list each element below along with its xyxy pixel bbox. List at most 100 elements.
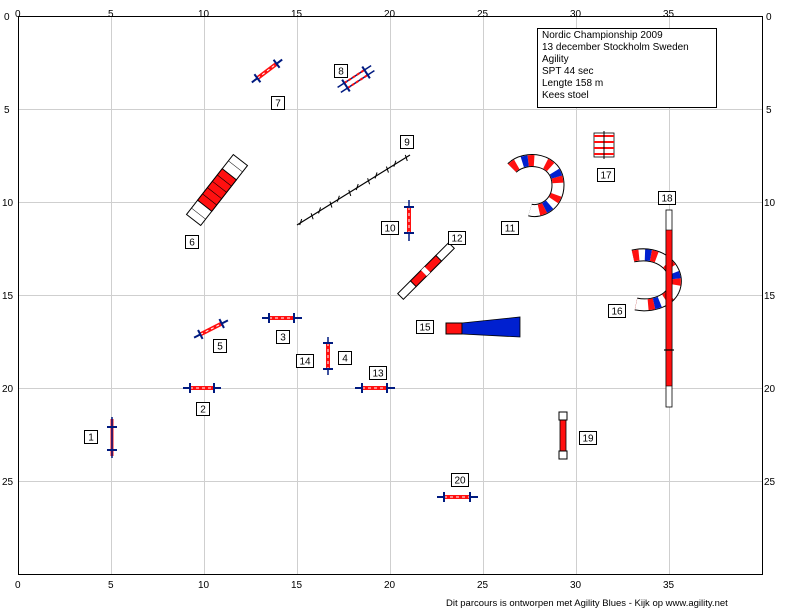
obstacle-number-19: 19 (579, 431, 597, 445)
obstacle-number-text: 6 (189, 238, 195, 249)
info-spt: SPT 44 sec (542, 66, 594, 77)
obstacle-number-4: 4 (338, 351, 352, 365)
x-tick-bottom: 35 (663, 580, 675, 591)
obstacle-number-15: 15 (416, 320, 434, 334)
y-tick-right: 10 (764, 198, 776, 209)
x-tick-top: 5 (108, 9, 114, 20)
obstacle-number-12: 12 (448, 231, 466, 245)
obstacle-number-7: 7 (271, 96, 285, 110)
obstacle-number-16: 16 (608, 304, 626, 318)
y-tick-left: 0 (4, 12, 10, 23)
weave-poles-9 (296, 154, 411, 226)
x-tick-bottom: 10 (198, 580, 210, 591)
y-axis-right-labels: 0 5 10 15 20 25 (764, 12, 776, 488)
y-tick-right: 25 (764, 477, 776, 488)
field-frame (18, 16, 763, 575)
info-class: Agility (542, 54, 569, 65)
obstacle-number-text: 20 (454, 476, 466, 487)
obstacle-number-18: 18 (658, 191, 676, 205)
x-tick-top: 20 (384, 9, 396, 20)
obstacle-number-text: 17 (600, 171, 612, 182)
x-tick-top: 25 (477, 9, 489, 20)
obstacle-number-text: 1 (88, 433, 94, 444)
obstacle-number-text: 5 (217, 342, 223, 353)
y-tick-left: 20 (2, 384, 14, 395)
y-tick-left: 25 (2, 477, 14, 488)
x-tick-top: 30 (570, 9, 582, 20)
y-tick-left: 10 (2, 198, 14, 209)
jump-2 (183, 383, 221, 393)
obstacle-number-text: 14 (299, 357, 311, 368)
obstacle-number-text: 11 (505, 224, 516, 235)
obstacle-number-text: 9 (404, 138, 410, 149)
x-tick-bottom: 30 (570, 580, 582, 591)
dog-walk-12 (397, 242, 455, 300)
obstacle-number-text: 7 (275, 99, 281, 110)
course-info-box: Nordic Championship 2009 13 december Sto… (537, 28, 717, 108)
obstacle-number-5: 5 (213, 339, 227, 353)
obstacle-number-17: 17 (597, 168, 615, 182)
obstacle-number-text: 2 (200, 405, 206, 416)
x-tick-bottom: 0 (15, 580, 21, 591)
y-tick-right: 0 (766, 12, 772, 23)
info-event: Nordic Championship 2009 (542, 30, 663, 41)
obstacle-number-text: 16 (611, 307, 623, 318)
a-frame-6 (185, 153, 249, 227)
info-judge: Kees stoel (542, 90, 589, 101)
obstacle-number-text: 13 (372, 369, 384, 380)
jump-20 (437, 492, 478, 502)
jump-4 (323, 337, 333, 375)
obstacle-number-13: 13 (369, 366, 387, 380)
y-tick-right: 20 (764, 384, 776, 395)
tunnel-16 (631, 248, 682, 312)
jump-1 (107, 417, 117, 458)
footer-credit: Dit parcours is ontworpen met Agility Bl… (446, 598, 728, 609)
info-length: Lengte 158 m (542, 78, 604, 89)
y-tick-left: 5 (4, 105, 10, 116)
x-tick-top: 0 (15, 9, 21, 20)
obstacle-number-text: 4 (342, 354, 348, 365)
obstacle-number-text: 18 (661, 194, 673, 205)
jump-19 (558, 411, 568, 460)
info-date-location: 13 december Stockholm Sweden (542, 42, 689, 53)
grid (19, 17, 762, 574)
obstacle-number-10: 10 (381, 221, 399, 235)
jump-10 (404, 200, 414, 241)
dog-walk-18 (664, 209, 674, 408)
obstacle-number-3: 3 (276, 330, 290, 344)
y-tick-right: 15 (764, 291, 776, 302)
jump-3 (262, 313, 302, 323)
y-tick-left: 15 (2, 291, 14, 302)
y-axis-left-labels: 0 5 10 15 20 25 (2, 12, 14, 488)
x-axis-top-labels: 0 5 10 15 20 25 30 35 (15, 9, 675, 20)
x-tick-bottom: 20 (384, 580, 396, 591)
obstacle-number-8: 8 (334, 64, 348, 78)
y-tick-right: 5 (766, 105, 772, 116)
x-tick-top: 10 (198, 9, 210, 20)
obstacle-number-text: 8 (338, 67, 344, 78)
obstacle-number-text: 19 (582, 434, 594, 445)
obstacle-number-20: 20 (451, 473, 469, 487)
obstacle-number-text: 10 (384, 224, 396, 235)
obstacle-number-11: 11 (501, 221, 519, 235)
x-tick-bottom: 25 (477, 580, 489, 591)
chute-15 (445, 316, 521, 338)
obstacle-number-9: 9 (400, 135, 414, 149)
jump-8 (337, 64, 375, 94)
obstacle-number-text: 12 (451, 234, 463, 245)
obstacle-number-text: 3 (280, 333, 286, 344)
obstacle-number-text: 15 (419, 323, 431, 334)
obstacle-number-2: 2 (196, 402, 210, 416)
obstacle-number-1: 1 (84, 430, 98, 444)
x-axis-bottom-labels: 0 5 10 15 20 25 30 35 (15, 580, 675, 591)
x-tick-bottom: 15 (291, 580, 303, 591)
obstacle-17 (593, 131, 615, 159)
obstacle-number-6: 6 (185, 235, 199, 249)
x-tick-top: 15 (291, 9, 303, 20)
jump-7 (251, 58, 283, 84)
x-tick-bottom: 5 (108, 580, 114, 591)
tunnel-11 (507, 154, 565, 218)
jump-13 (355, 383, 395, 393)
